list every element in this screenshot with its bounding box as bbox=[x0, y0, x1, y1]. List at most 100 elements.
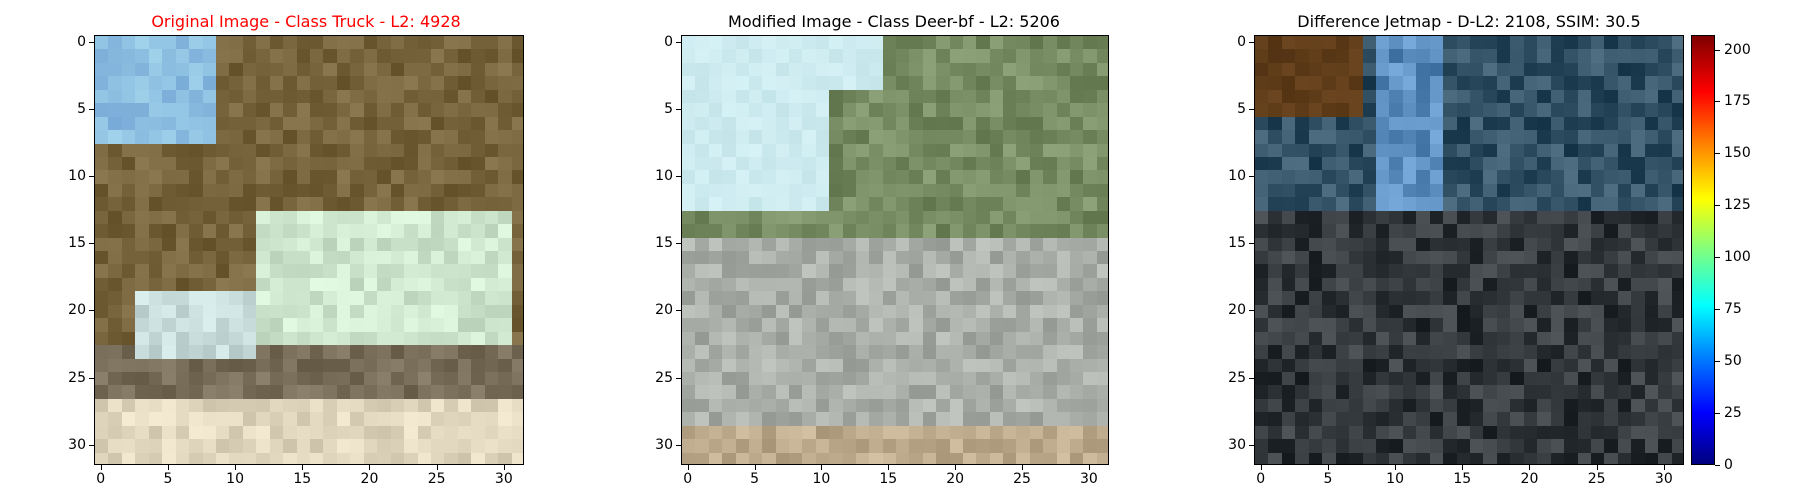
pixel bbox=[256, 277, 271, 292]
pixel bbox=[1456, 439, 1471, 454]
pixel bbox=[976, 170, 991, 185]
pixel bbox=[1617, 36, 1632, 51]
pixel bbox=[430, 210, 445, 225]
pixel bbox=[869, 103, 884, 118]
pixel bbox=[1016, 358, 1031, 373]
pixel bbox=[682, 291, 696, 306]
x-tick-mark bbox=[1529, 465, 1531, 470]
pixel bbox=[802, 130, 817, 145]
pixel bbox=[417, 452, 432, 464]
pixel bbox=[457, 156, 472, 171]
pixel bbox=[135, 331, 150, 346]
pixel bbox=[842, 183, 857, 198]
pixel bbox=[175, 156, 190, 171]
pixel bbox=[682, 103, 696, 118]
pixel bbox=[1510, 76, 1525, 91]
pixel bbox=[1537, 345, 1552, 360]
pixel bbox=[404, 130, 419, 145]
pixel bbox=[989, 130, 1004, 145]
pixel bbox=[1043, 237, 1058, 252]
pixel bbox=[1671, 224, 1683, 239]
pixel bbox=[1043, 62, 1058, 77]
pixel bbox=[1564, 398, 1579, 413]
pixel bbox=[256, 371, 271, 386]
pixel bbox=[242, 237, 257, 252]
pixel bbox=[1029, 277, 1044, 292]
pixel bbox=[989, 304, 1004, 319]
pixel bbox=[936, 197, 951, 212]
pixel bbox=[175, 251, 190, 266]
pixel bbox=[1456, 143, 1471, 158]
pixel bbox=[842, 277, 857, 292]
pixel bbox=[722, 49, 737, 64]
pixel bbox=[242, 371, 257, 386]
pixel bbox=[1362, 358, 1377, 373]
pixel bbox=[269, 398, 284, 413]
pixel bbox=[1671, 398, 1683, 413]
pixel bbox=[936, 103, 951, 118]
pixel bbox=[976, 277, 991, 292]
pixel bbox=[1308, 62, 1323, 77]
pixel bbox=[1456, 452, 1471, 464]
pixel bbox=[1644, 452, 1659, 464]
pixel bbox=[417, 331, 432, 346]
pixel bbox=[949, 251, 964, 266]
pixel bbox=[1043, 103, 1058, 118]
pixel bbox=[775, 251, 790, 266]
pixel bbox=[108, 439, 123, 454]
pixel bbox=[350, 170, 365, 185]
pixel bbox=[1470, 264, 1485, 279]
pixel bbox=[1003, 130, 1017, 145]
pixel bbox=[748, 197, 763, 212]
pixel bbox=[1362, 224, 1377, 239]
pixel bbox=[722, 36, 737, 51]
pixel bbox=[869, 291, 884, 306]
original-image bbox=[94, 35, 524, 465]
pixel bbox=[1083, 183, 1098, 198]
pixel bbox=[175, 76, 190, 91]
pixel bbox=[909, 49, 924, 64]
pixel bbox=[377, 251, 392, 266]
pixel bbox=[390, 103, 405, 118]
pixel bbox=[1429, 210, 1444, 225]
x-tick-label: 5 bbox=[163, 471, 173, 487]
pixel bbox=[695, 130, 710, 145]
pixel bbox=[363, 412, 378, 427]
pixel bbox=[842, 62, 857, 77]
pixel bbox=[708, 62, 723, 77]
pixel bbox=[722, 345, 737, 360]
pixel bbox=[1255, 291, 1270, 306]
pixel bbox=[148, 210, 163, 225]
pixel bbox=[1604, 398, 1619, 413]
pixel bbox=[1281, 143, 1296, 158]
pixel bbox=[148, 452, 163, 464]
pixel bbox=[789, 210, 803, 225]
pixel bbox=[1402, 156, 1417, 171]
pixel bbox=[882, 210, 897, 225]
pixel bbox=[1402, 76, 1417, 91]
pixel bbox=[855, 183, 870, 198]
pixel bbox=[842, 210, 857, 225]
pixel bbox=[1631, 103, 1646, 118]
pixel bbox=[1083, 345, 1098, 360]
pixel bbox=[1658, 277, 1673, 292]
pixel bbox=[336, 237, 351, 252]
pixel bbox=[1443, 264, 1458, 279]
pixel bbox=[1362, 331, 1377, 346]
pixel bbox=[1456, 237, 1471, 252]
pixel bbox=[1268, 291, 1283, 306]
pixel bbox=[1096, 398, 1108, 413]
pixel bbox=[1443, 345, 1458, 360]
pixel bbox=[949, 412, 964, 427]
pixel bbox=[229, 291, 244, 306]
pixel bbox=[1255, 318, 1270, 333]
pixel bbox=[762, 197, 777, 212]
pixel bbox=[989, 439, 1004, 454]
pixel bbox=[842, 398, 857, 413]
pixel bbox=[229, 156, 244, 171]
pixel bbox=[296, 345, 311, 360]
pixel bbox=[135, 304, 150, 319]
pixel bbox=[417, 398, 432, 413]
pixel bbox=[682, 76, 696, 91]
pixel bbox=[189, 345, 204, 360]
